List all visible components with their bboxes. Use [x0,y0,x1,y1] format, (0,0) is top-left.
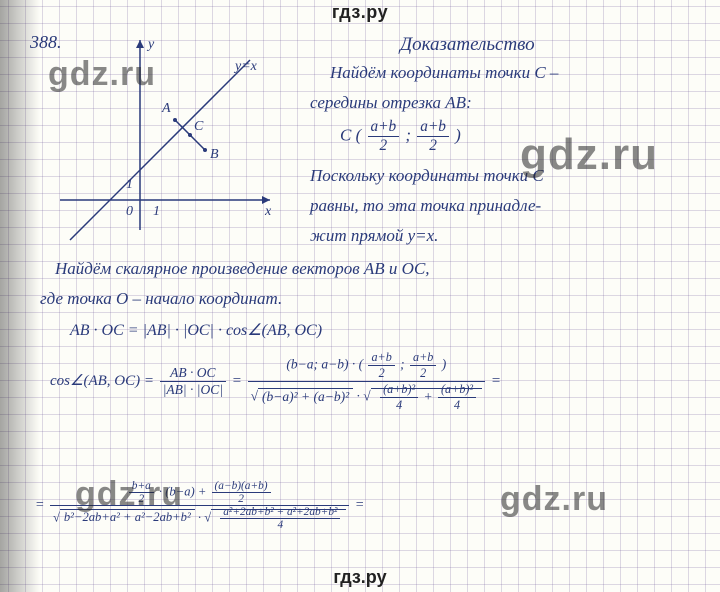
numerator: (b−a; a−b) · ( a+b2 ; a+b2 ) [248,350,486,382]
fraction: (b−a; a−b) · ( a+b2 ; a+b2 ) √(b−a)² + (… [248,350,486,413]
page: гдз.ру гдз.ру gdz.ru gdz.ru gdz.ru gdz.r… [0,0,720,592]
fraction: b+a2 · (b−a) + (a−b)(a+b)2 √b²−2ab+a² + … [50,480,349,531]
point-c-label: C [194,119,204,134]
equals: = [232,373,242,389]
proof-title: Доказательство [400,32,535,58]
axis-x-label: x [264,204,272,219]
fraction: a+b 2 [368,118,400,155]
text: (b−a; a−b) · [286,357,358,372]
point-b-label: B [210,147,219,162]
tail: = [491,373,501,389]
equation-line: AB · OC = |AB| · |OC| · cos∠(AB, OC) [70,320,322,342]
denominator: 2 [417,137,449,155]
proof-line: Поскольку координаты точки C [310,165,544,188]
denominator: 2 [368,137,400,155]
origin-label: 0 [126,204,133,219]
equals: = [35,498,44,513]
point-c-coords: C ( a+b 2 ; a+b 2 ) [340,118,461,155]
fraction: AB · OC |AB| · |OC| [160,365,226,398]
proof-line: Найдём координаты точки C – [330,62,558,85]
numerator: a+b [368,118,400,137]
text: ) [442,357,447,372]
tail: = [355,498,364,513]
denominator: √b²−2ab+a² + a²−2ab+b² · √ a²+2ab+b² + a… [50,506,349,531]
one-y-label: 1 [126,177,133,192]
fraction: a+b 2 [417,118,449,155]
proof-line: где точка O – начало координат. [40,288,282,311]
proof-line: Найдём скалярное произведение векторов A… [55,258,430,281]
site-footer: гдз.ру [0,567,720,588]
numerator: AB · OC [160,365,226,382]
line-label: y=x [233,59,258,74]
denominator: √(b−a)² + (a−b)² · √ (a+b)²4 + (a+b)²4 [248,382,486,413]
numerator: a+b [417,118,449,137]
equation-line: cos∠(AB, OC) = AB · OC |AB| · |OC| = (b−… [50,350,501,413]
proof-line: жит прямой y=x. [310,225,438,248]
numerator: b+a2 · (b−a) + (a−b)(a+b)2 [50,480,349,506]
page-binding-shadow [0,0,40,592]
text: ; [400,357,408,372]
site-header: гдз.ру [0,2,720,23]
proof-line: середины отрезка AB: [310,92,472,115]
axis-y-label: y [146,37,155,52]
lhs: cos∠(AB, OC) = [50,373,154,389]
text: ( [359,357,367,372]
point-a-label: A [161,101,171,116]
text: C ( [340,125,361,144]
coordinate-graph: x y 0 1 1 y=x A B C [40,30,300,250]
one-x-label: 1 [153,204,160,219]
text: ; [405,125,415,144]
sqrt: (a+b)²4 + (a+b)²4 [371,388,482,404]
denominator: |AB| · |OC| [160,382,226,398]
text: ) [455,125,461,144]
proof-line: равны, то эта точка принадле- [310,195,541,218]
equation-line: = b+a2 · (b−a) + (a−b)(a+b)2 √b²−2ab+a² … [35,480,364,531]
sqrt: (b−a)² + (a−b)² [258,388,353,404]
problem-number: 388. [30,30,62,54]
